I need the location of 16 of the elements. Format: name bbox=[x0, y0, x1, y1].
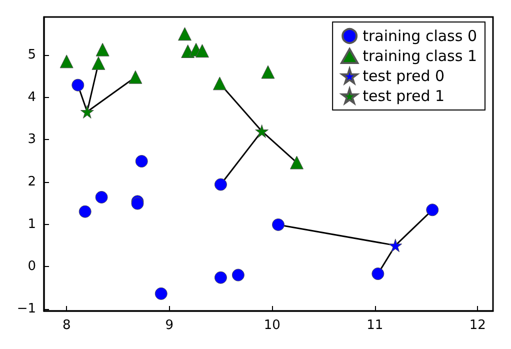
y-tick-label: 3 bbox=[28, 132, 36, 148]
x-tick-label: 10 bbox=[264, 318, 280, 333]
legend-label: test pred 0 bbox=[362, 67, 445, 85]
legend-label: training class 0 bbox=[362, 27, 478, 45]
legend-label: test pred 1 bbox=[362, 87, 445, 105]
x-tick-label: 12 bbox=[469, 318, 486, 333]
y-tick-label: 2 bbox=[28, 174, 36, 190]
y-tick-label: 4 bbox=[28, 90, 36, 105]
y-tick-label: 5 bbox=[28, 48, 36, 63]
y-tick-label: −1 bbox=[16, 301, 36, 316]
y-tick-label: 1 bbox=[28, 216, 36, 232]
legend-label: training class 1 bbox=[362, 47, 478, 65]
x-tick-label: 11 bbox=[366, 318, 384, 333]
y-tick-label: 0 bbox=[28, 259, 36, 274]
x-tick-label: 8 bbox=[62, 318, 71, 333]
x-tick-label: 9 bbox=[165, 318, 174, 333]
